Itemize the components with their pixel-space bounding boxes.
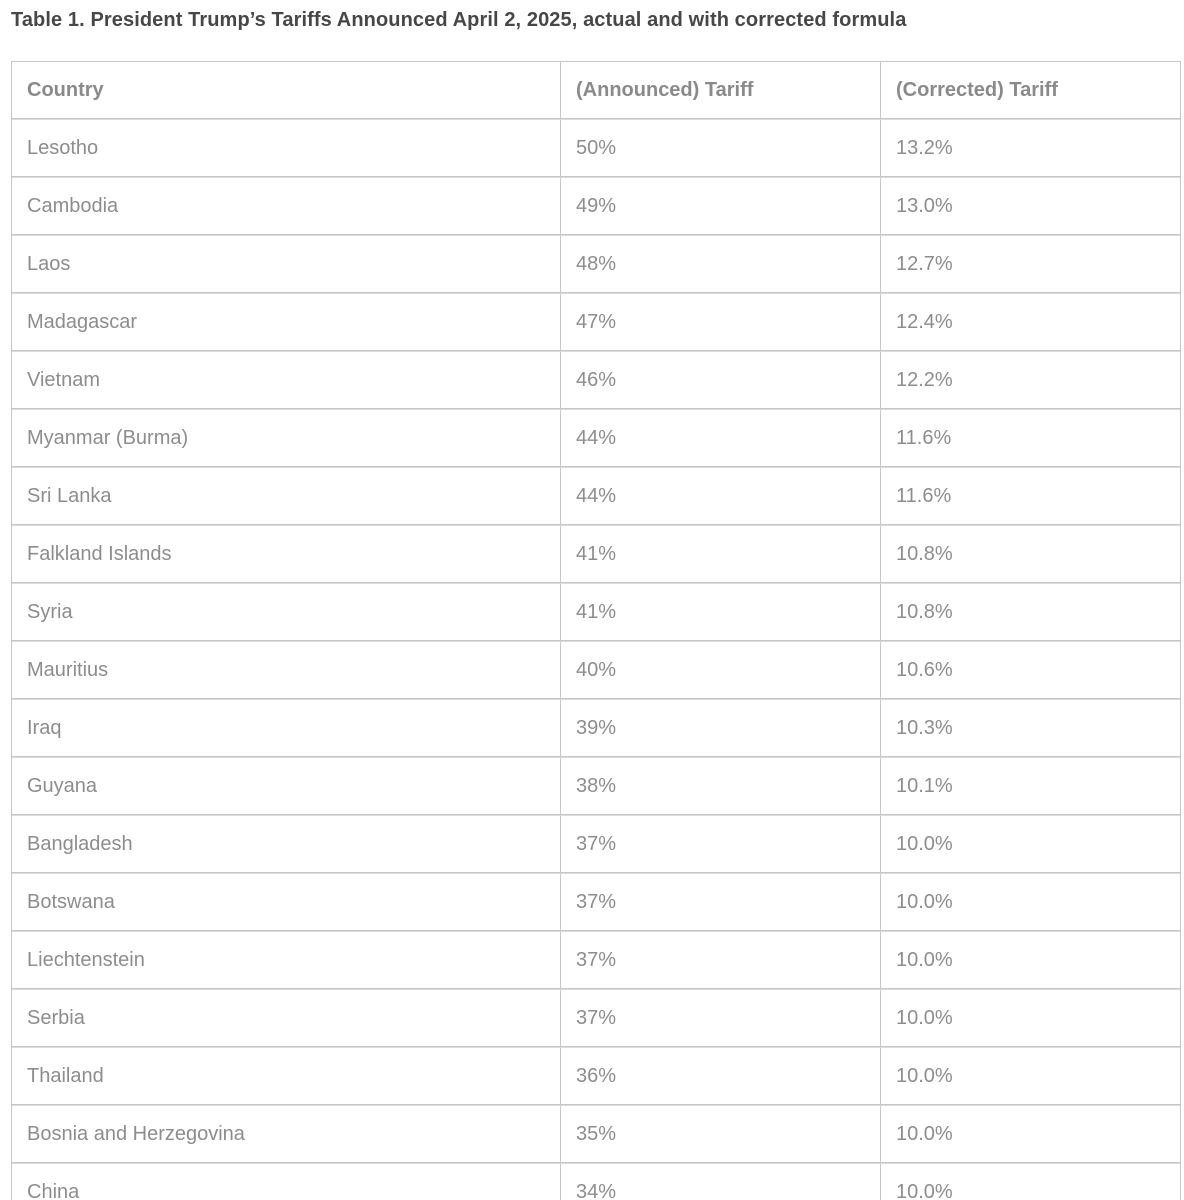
corrected-tariff-cell: 13.0% — [880, 177, 1180, 235]
corrected-tariff-cell: 13.2% — [880, 119, 1180, 177]
tariff-table-body: Lesotho 50% 13.2% Cambodia 49% 13.0% Laos 48% 12… — [12, 119, 1180, 1200]
corrected-tariff-cell: 12.4% — [880, 293, 1180, 351]
country-cell: Laos — [12, 235, 560, 293]
table-row: Iraq 39% 10.3% — [12, 699, 1180, 757]
corrected-tariff-cell: 10.0% — [880, 1105, 1180, 1163]
announced-tariff-cell: 35% — [560, 1105, 880, 1163]
table-header-row: Country (Announced) Tariff (Corrected) T… — [12, 62, 1180, 119]
column-header-country: Country — [12, 62, 560, 119]
country-cell: Syria — [12, 583, 560, 641]
announced-tariff-cell: 46% — [560, 351, 880, 409]
country-cell: Thailand — [12, 1047, 560, 1105]
country-cell: Bangladesh — [12, 815, 560, 873]
announced-tariff-cell: 37% — [560, 873, 880, 931]
announced-tariff-cell: 39% — [560, 699, 880, 757]
country-cell: Liechtenstein — [12, 931, 560, 989]
country-cell: China — [12, 1163, 560, 1200]
country-cell: Cambodia — [12, 177, 560, 235]
country-cell: Vietnam — [12, 351, 560, 409]
announced-tariff-cell: 36% — [560, 1047, 880, 1105]
table-row: Sri Lanka 44% 11.6% — [12, 467, 1180, 525]
country-cell: Iraq — [12, 699, 560, 757]
country-cell: Bosnia and Herzegovina — [12, 1105, 560, 1163]
table-row: Bosnia and Herzegovina 35% 10.0% — [12, 1105, 1180, 1163]
table-row: Madagascar 47% 12.4% — [12, 293, 1180, 351]
corrected-tariff-cell: 10.0% — [880, 873, 1180, 931]
announced-tariff-cell: 50% — [560, 119, 880, 177]
table-row: Mauritius 40% 10.6% — [12, 641, 1180, 699]
table-row: Cambodia 49% 13.0% — [12, 177, 1180, 235]
announced-tariff-cell: 38% — [560, 757, 880, 815]
announced-tariff-cell: 44% — [560, 467, 880, 525]
table-row: Vietnam 46% 12.2% — [12, 351, 1180, 409]
corrected-tariff-cell: 10.0% — [880, 1163, 1180, 1200]
country-cell: Myanmar (Burma) — [12, 409, 560, 467]
announced-tariff-cell: 40% — [560, 641, 880, 699]
corrected-tariff-cell: 12.7% — [880, 235, 1180, 293]
country-cell: Lesotho — [12, 119, 560, 177]
announced-tariff-cell: 48% — [560, 235, 880, 293]
corrected-tariff-cell: 10.0% — [880, 1047, 1180, 1105]
announced-tariff-cell: 41% — [560, 525, 880, 583]
table-row: Botswana 37% 10.0% — [12, 873, 1180, 931]
country-cell: Madagascar — [12, 293, 560, 351]
country-cell: Falkland Islands — [12, 525, 560, 583]
column-header-corrected-tariff: (Corrected) Tariff — [880, 62, 1180, 119]
table-title: Table 1. President Trump’s Tariffs Annou… — [11, 9, 907, 31]
country-cell: Botswana — [12, 873, 560, 931]
announced-tariff-cell: 47% — [560, 293, 880, 351]
announced-tariff-cell: 44% — [560, 409, 880, 467]
corrected-tariff-cell: 12.2% — [880, 351, 1180, 409]
announced-tariff-cell: 49% — [560, 177, 880, 235]
table-row: Syria 41% 10.8% — [12, 583, 1180, 641]
corrected-tariff-cell: 10.3% — [880, 699, 1180, 757]
corrected-tariff-cell: 11.6% — [880, 467, 1180, 525]
table-row: Lesotho 50% 13.2% — [12, 119, 1180, 177]
corrected-tariff-cell: 10.0% — [880, 931, 1180, 989]
table-row: Thailand 36% 10.0% — [12, 1047, 1180, 1105]
country-cell: Guyana — [12, 757, 560, 815]
corrected-tariff-cell: 10.6% — [880, 641, 1180, 699]
table-row: Bangladesh 37% 10.0% — [12, 815, 1180, 873]
table-row: Guyana 38% 10.1% — [12, 757, 1180, 815]
corrected-tariff-cell: 10.1% — [880, 757, 1180, 815]
table-row: Laos 48% 12.7% — [12, 235, 1180, 293]
corrected-tariff-cell: 10.8% — [880, 525, 1180, 583]
table-row: China 34% 10.0% — [12, 1163, 1180, 1200]
country-cell: Mauritius — [12, 641, 560, 699]
corrected-tariff-cell: 10.0% — [880, 815, 1180, 873]
announced-tariff-cell: 34% — [560, 1163, 880, 1200]
table-row: Liechtenstein 37% 10.0% — [12, 931, 1180, 989]
corrected-tariff-cell: 10.0% — [880, 989, 1180, 1047]
announced-tariff-cell: 41% — [560, 583, 880, 641]
table-row: Serbia 37% 10.0% — [12, 989, 1180, 1047]
country-cell: Sri Lanka — [12, 467, 560, 525]
announced-tariff-cell: 37% — [560, 815, 880, 873]
country-cell: Serbia — [12, 989, 560, 1047]
column-header-announced-tariff: (Announced) Tariff — [560, 62, 880, 119]
announced-tariff-cell: 37% — [560, 931, 880, 989]
corrected-tariff-cell: 10.8% — [880, 583, 1180, 641]
table-row: Falkland Islands 41% 10.8% — [12, 525, 1180, 583]
corrected-tariff-cell: 11.6% — [880, 409, 1180, 467]
table-row: Myanmar (Burma) 44% 11.6% — [12, 409, 1180, 467]
announced-tariff-cell: 37% — [560, 989, 880, 1047]
tariff-table: Country (Announced) Tariff (Corrected) T… — [11, 61, 1181, 1200]
